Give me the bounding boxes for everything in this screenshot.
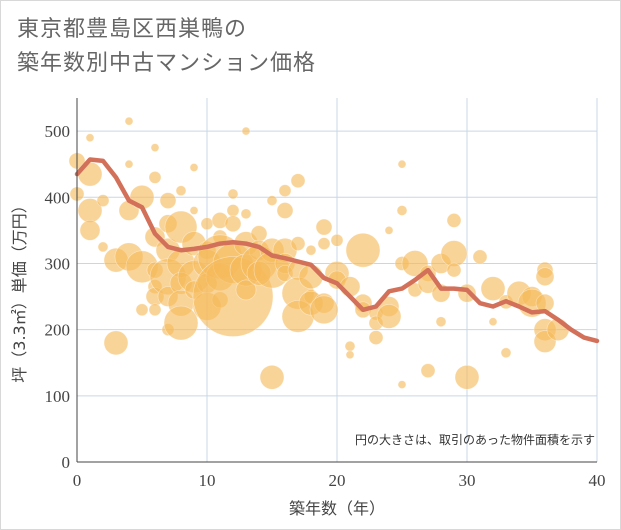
bubble-point-69	[278, 184, 292, 197]
y-tick-label-200: 200	[45, 321, 71, 340]
bubble-point-2	[85, 133, 95, 143]
bubble-point-52	[226, 204, 240, 217]
bubble-point-110	[420, 363, 436, 378]
average-price-line	[74, 157, 600, 344]
bubble-point-75	[290, 236, 306, 251]
bubble-point-41	[200, 217, 214, 231]
bubble-point-65	[266, 195, 278, 206]
bubble-point-118	[454, 364, 480, 390]
bubble-layer	[68, 116, 570, 390]
bubble-point-113	[435, 316, 447, 327]
trend-line-layer	[74, 157, 600, 344]
bubble-point-37	[189, 206, 199, 215]
bubble-point-80	[298, 264, 324, 289]
bubble-point-103	[396, 205, 408, 216]
chart-title-line1: 東京都豊島区西巣鴨の	[17, 17, 248, 42]
bubble-point-53	[224, 215, 242, 233]
x-tick-label-0: 0	[73, 471, 82, 490]
bubble-point-9	[103, 330, 129, 356]
x-axis-label: 築年数（年）	[289, 499, 385, 518]
bubble-point-16	[135, 303, 149, 317]
axes	[76, 98, 597, 463]
bubble-point-68	[259, 364, 285, 390]
bubble-point-7	[97, 241, 109, 253]
bubble-point-23	[148, 303, 162, 317]
y-tick-label-500: 500	[45, 122, 71, 141]
bubble-point-17	[150, 143, 160, 152]
y-axis-label: 坪（3.3㎡）単価（万円）	[10, 197, 29, 382]
y-tick-label-0: 0	[62, 453, 71, 472]
bubble-point-115	[440, 240, 468, 267]
bubble-point-100	[376, 304, 402, 329]
bubble-point-30	[175, 185, 187, 196]
bubble-point-123	[500, 347, 512, 359]
bubble-point-98	[368, 330, 384, 345]
bubble-point-36	[189, 163, 199, 172]
chart-title-line2: 築年数別中古マンション価格	[17, 51, 317, 76]
bubble-point-121	[488, 317, 498, 326]
bubble-point-120	[480, 276, 506, 301]
bubble-point-6	[96, 194, 110, 207]
bubble-point-60	[235, 279, 257, 301]
bubble-point-83	[315, 218, 333, 236]
bubble-point-105	[397, 380, 407, 389]
bubble-point-74	[290, 173, 306, 189]
bubble-point-35	[163, 305, 199, 341]
bubble-point-87	[330, 233, 344, 247]
bubble-point-86	[309, 295, 339, 325]
bubble-point-128	[535, 267, 555, 286]
x-tick-label-30: 30	[459, 471, 476, 490]
bubble-point-11	[124, 159, 134, 169]
chart-title: 東京都豊島区西巣鴨の 築年数別中古マンション価格	[17, 13, 316, 81]
x-tick-label-10: 10	[199, 471, 216, 490]
y-tick-label-400: 400	[45, 188, 71, 207]
x-tick-label-20: 20	[329, 471, 346, 490]
bubble-point-24	[159, 192, 177, 209]
bubble-point-114	[446, 213, 462, 228]
bubble-size-note: 円の大きさは、取引のあった物件面積を示す	[355, 432, 595, 447]
bubble-point-70	[276, 202, 294, 219]
bubble-point-91	[344, 340, 356, 352]
bubble-point-102	[397, 159, 407, 169]
bubble-point-56	[241, 126, 251, 136]
bubble-point-116	[446, 262, 462, 278]
y-tick-label-100: 100	[45, 387, 71, 406]
bubble-point-51	[227, 188, 239, 200]
bubble-point-119	[472, 249, 488, 265]
bubble-point-57	[240, 208, 252, 220]
y-tick-label-300: 300	[45, 254, 71, 273]
bubble-point-18	[148, 171, 162, 184]
bubble-point-79	[305, 244, 317, 256]
bubble-point-93	[345, 232, 381, 268]
bubble-point-61	[250, 225, 268, 242]
bubble-point-92	[345, 350, 355, 360]
x-tick-label-40: 40	[589, 471, 606, 490]
bubble-point-5	[79, 220, 101, 241]
bubble-point-101	[384, 226, 394, 235]
bubble-point-10	[124, 116, 134, 126]
bubble-point-84	[317, 237, 331, 250]
